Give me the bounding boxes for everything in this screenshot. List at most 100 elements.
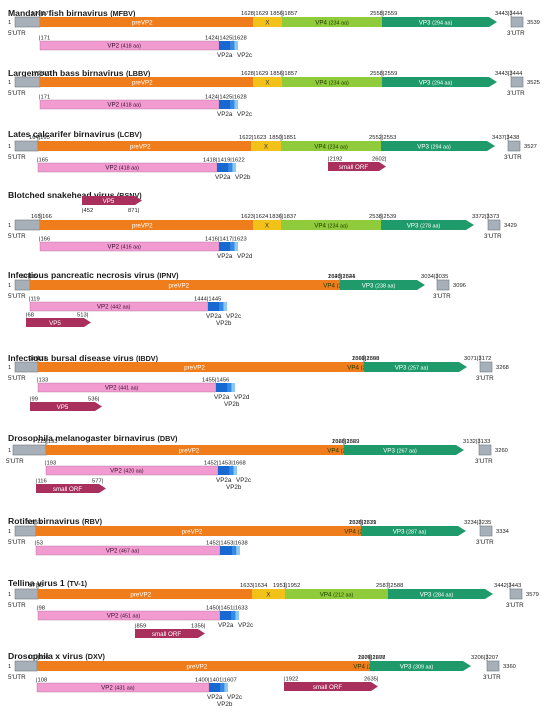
vp2-sub-label: VP2b — [216, 320, 232, 327]
prevp2-label: preVP2 — [168, 282, 189, 289]
vp2b-block — [230, 41, 235, 50]
x-block — [251, 141, 281, 151]
vp2-label: VP2 (420 aa) — [110, 468, 144, 475]
virus-abbreviation: (LBBV) — [126, 69, 151, 78]
prevp2-block — [36, 526, 361, 536]
vp2a-block — [208, 302, 220, 311]
prevp2-block — [40, 220, 253, 230]
utr3-start-number: 3234|3235 — [464, 520, 491, 526]
vp2-label: VP2 (418 aa) — [107, 43, 141, 50]
vp2-start-number: |165 — [37, 158, 48, 164]
vp3-aa: (287 aa) — [406, 529, 426, 535]
vp2-sub-label: VP2d — [234, 394, 250, 401]
vp3-arrow — [381, 220, 474, 230]
genome-end-number: 3525 — [527, 80, 540, 86]
vp2-aa: (418 aa) — [121, 44, 141, 50]
orf-end-number: 513| — [77, 313, 88, 319]
vp2-sub-label: VP2c — [237, 52, 252, 59]
vp2-sub-label: VP2a — [216, 477, 232, 484]
vp4-block — [282, 77, 382, 87]
vp2-sub-label: VP2c — [237, 111, 252, 118]
virus-title: Tellina virus 1 (TV-1) — [8, 578, 88, 588]
orf-arrow — [82, 196, 142, 205]
vp3-arrow — [364, 362, 467, 372]
orf-end-number: 871| — [128, 208, 139, 214]
x-start-number: 1623|1624 — [241, 214, 269, 220]
vp2c-block — [233, 466, 237, 475]
vp3-label: VP3 (294 aa) — [417, 143, 451, 150]
vp4-start-number: 1856|1857 — [270, 11, 297, 17]
prevp2-start-number: 170|171 — [31, 71, 52, 77]
vp3-label: VP3 (309 aa) — [400, 663, 434, 670]
orf-start-number: |68 — [26, 313, 34, 319]
genome-start-number: 1 — [8, 592, 11, 598]
vp2b-block — [227, 383, 232, 392]
vp2b-block — [231, 611, 236, 620]
virus-abbreviation: (TV-1) — [67, 579, 88, 588]
vp2-sub-label: VP2a — [206, 313, 222, 320]
utr5-block — [14, 588, 39, 600]
genome-start-number: 1 — [8, 448, 11, 454]
vp2-sub-label: VP2b — [226, 484, 242, 491]
vp2-sub-label: VP2b — [224, 401, 240, 408]
virus-title: Lates calcarifer birnavirus (LCBV) — [8, 129, 142, 139]
vp3-start-number: 2587|2588 — [376, 583, 403, 589]
genome-start-number: 1 — [8, 365, 11, 371]
orf-start-number: |1922 — [284, 677, 298, 683]
vp2-aa: (416 aa) — [121, 245, 141, 251]
virus-abbreviation: (MFBV) — [110, 9, 136, 18]
utr5-label: 5'UTR — [6, 458, 24, 465]
genome-start-number: 1 — [8, 20, 11, 26]
x-block — [253, 220, 281, 230]
virus-title: Drosophila x virus (DXV) — [8, 651, 106, 661]
vp2a-boundary-numbers: 1418|1419|1622 — [203, 158, 245, 164]
utr3-label: 3'UTR — [507, 30, 525, 37]
vp4-start-number: 1668|1669 — [332, 439, 359, 445]
vp2-aa: (418 aa) — [121, 103, 141, 109]
orf-end-number: 536| — [88, 397, 99, 403]
prevp2-label: preVP2 — [132, 222, 153, 229]
orf-end-number: 577| — [92, 479, 103, 485]
orf-arrow — [328, 162, 386, 171]
vp2-aa: (420 aa) — [124, 469, 144, 475]
vp3-start-number: 2558|2559 — [370, 11, 397, 17]
prevp2-start-number: 97|98 — [29, 583, 43, 589]
utr3-label: 3'UTR — [475, 458, 493, 465]
vp4-label: VP4 (234 aa) — [315, 19, 349, 26]
utr3-start-number: 3442|3443 — [494, 583, 521, 589]
vp2c-block — [234, 100, 238, 109]
virus-abbreviation: (IPNV) — [157, 271, 179, 280]
vp3-arrow — [340, 280, 425, 290]
prevp2-block — [40, 77, 253, 87]
genome-end-number: 3260 — [495, 448, 508, 454]
vp3-label: VP3 (284 aa) — [420, 591, 454, 598]
utr5-label: 5'UTR — [8, 30, 26, 37]
orf-arrow — [284, 682, 378, 691]
utr3-block — [510, 16, 524, 28]
genome-start-number: 1 — [8, 529, 11, 535]
virus-abbreviation: (DBV) — [157, 434, 178, 443]
genome-end-number: 3429 — [504, 223, 517, 229]
vp2-label: VP2 (416 aa) — [107, 244, 141, 251]
vp4-start-number: 1856|1857 — [270, 71, 297, 77]
utr5-label: 5'UTR — [8, 375, 26, 382]
genome-end-number: 3579 — [526, 592, 539, 598]
vp4-start-number: 1668|1669 — [352, 356, 379, 362]
virus-abbreviation: (BSNV) — [117, 191, 142, 200]
vp4-block — [282, 17, 382, 27]
vp4-label: VP4 (234 aa) — [315, 79, 349, 86]
vp2-start-number: |171 — [39, 36, 50, 42]
orf-start-number: |859 — [135, 624, 146, 630]
utr5-block — [14, 16, 41, 28]
utr5-block — [14, 76, 41, 88]
virus-row: Drosophila melanogaster birnavirus (DBV)… — [6, 433, 508, 493]
orf-arrow — [26, 318, 91, 327]
vp3-arrow — [382, 17, 497, 27]
utr3-label: 3'UTR — [507, 90, 525, 97]
utr5-label: 5'UTR — [8, 674, 26, 681]
vp2-sub-label: VP2d — [237, 253, 253, 260]
utr3-label: 3'UTR — [504, 154, 522, 161]
vp2a-block — [219, 100, 231, 109]
utr3-block — [486, 660, 500, 672]
vp4-block — [285, 589, 388, 599]
